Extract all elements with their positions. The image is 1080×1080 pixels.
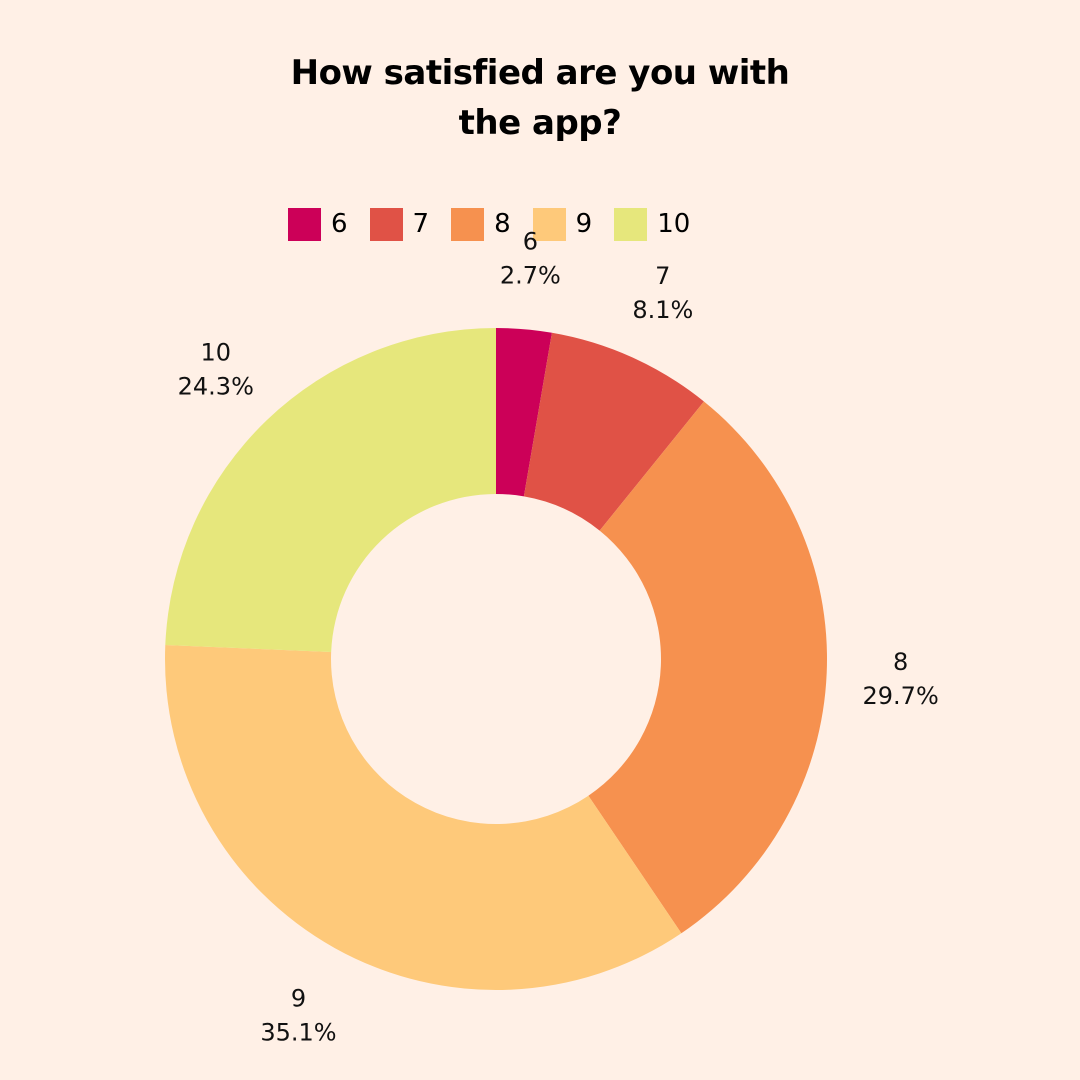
legend-label-6: 6 — [331, 209, 348, 239]
slice-label-category-6: 6 — [523, 227, 538, 255]
legend-item-8[interactable]: 8 — [451, 207, 511, 241]
slice-label-value-9: 35.1% — [260, 1019, 336, 1047]
legend-swatch-10 — [614, 207, 648, 241]
legend-label-8: 8 — [494, 209, 511, 239]
chart-title: How satisfied are you with the app? — [240, 48, 840, 148]
slice-label-value-6: 2.7% — [500, 261, 561, 289]
legend-item-6[interactable]: 6 — [288, 207, 348, 241]
slice-label-category-9: 9 — [291, 985, 306, 1013]
chart-title-line-2: the app? — [458, 103, 622, 143]
legend-item-7[interactable]: 7 — [369, 207, 430, 241]
slice-label-category-10: 10 — [200, 339, 231, 367]
slice-label-value-7: 8.1% — [632, 296, 693, 324]
slice-10[interactable] — [165, 328, 496, 652]
legend-item-9[interactable]: 9 — [532, 207, 593, 241]
slice-label-category-8: 8 — [893, 648, 908, 676]
slice-7[interactable] — [523, 332, 704, 531]
slice-6[interactable] — [496, 328, 552, 497]
legend-item-10[interactable]: 10 — [614, 207, 690, 241]
slice-label-category-7: 7 — [655, 262, 670, 290]
chart-legend: 6 7 8 9 10 — [288, 207, 712, 241]
legend-label-7: 7 — [412, 209, 430, 239]
legend-label-10: 10 — [657, 209, 691, 239]
legend-swatch-6 — [288, 207, 321, 241]
slice-8[interactable] — [588, 401, 828, 934]
legend-swatch-8 — [451, 207, 485, 241]
slice-label-value-8: 29.7% — [863, 682, 939, 710]
legend-swatch-7 — [369, 207, 403, 241]
slice-9[interactable] — [164, 644, 682, 990]
chart-title-line-1: How satisfied are you with — [290, 53, 790, 93]
legend-label-9: 9 — [575, 209, 593, 239]
legend-swatch-9 — [532, 207, 566, 241]
slice-label-value-10: 24.3% — [178, 373, 254, 401]
